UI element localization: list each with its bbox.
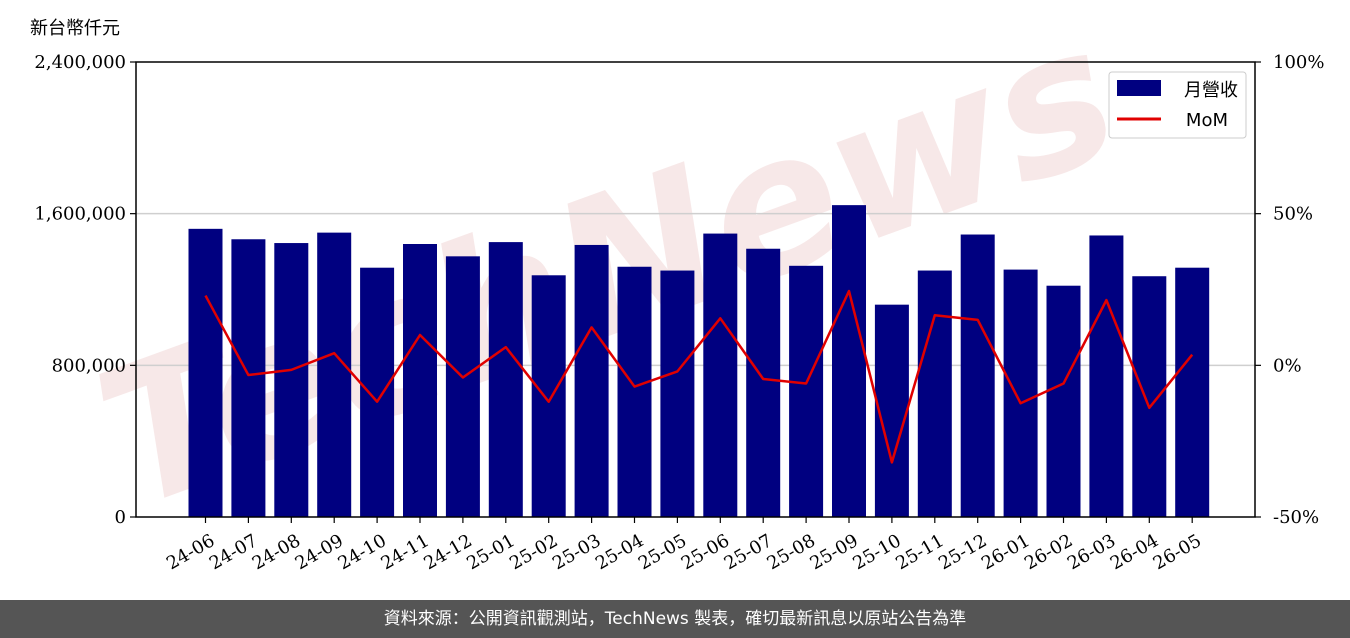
legend-label-revenue: 月營收 [1184, 80, 1238, 101]
x-tick-label: 24-08 [249, 530, 304, 574]
revenue-bar [531, 275, 566, 517]
revenue-bar [746, 248, 781, 518]
x-tick-label: 24-07 [206, 530, 261, 574]
revenue-bar [1003, 269, 1038, 517]
revenue-bar [360, 267, 395, 517]
y-tick-label: 2,400,000 [34, 52, 126, 73]
x-tick-label: 26-04 [1107, 530, 1162, 574]
x-tick-label: 25-10 [849, 530, 904, 574]
revenue-bar [703, 233, 738, 517]
plot-frame [135, 61, 1256, 518]
x-tick-label: 25-04 [592, 530, 647, 574]
revenue-bar [660, 270, 695, 517]
mom-line [204, 289, 1194, 464]
y-tick-label: 1,600,000 [34, 204, 126, 225]
x-tick-label: 25-03 [549, 530, 604, 574]
revenue-bar [960, 234, 995, 518]
revenue-bar [1132, 276, 1167, 517]
revenue-bar [1175, 267, 1210, 517]
x-tick-label: 26-03 [1064, 530, 1119, 574]
x-tick-label: 25-07 [721, 530, 776, 574]
y2-tick-label: 50% [1273, 204, 1313, 225]
x-tick-label: 25-02 [506, 530, 561, 574]
revenue-bar [231, 239, 266, 517]
x-tick-label: 25-01 [463, 530, 518, 574]
x-tick-label: 26-02 [1021, 530, 1076, 574]
x-tick-label: 24-11 [377, 530, 432, 574]
revenue-bar [617, 266, 652, 517]
x-tick-label: 25-11 [892, 530, 947, 574]
revenue-chart: TechNews 0800,0001,600,0002,400,000-50%0… [34, 0, 1324, 574]
x-tick-label: 25-06 [678, 530, 733, 574]
revenue-bar [789, 265, 824, 517]
x-tick-label: 26-05 [1150, 530, 1205, 574]
revenue-bar [317, 232, 352, 517]
revenue-bar [1089, 235, 1124, 517]
revenue-bar [1046, 285, 1081, 517]
footer-text: 資料來源：公開資訊觀測站，TechNews 製表，確切最新訊息以原站公告為準 [383, 609, 967, 629]
y-axis-unit-label: 新台幣仟元 [30, 18, 120, 39]
x-tick-label: 25-12 [935, 530, 990, 574]
revenue-bar [574, 244, 609, 517]
revenue-bar [445, 256, 480, 517]
y-tick-label: 0 [115, 507, 126, 528]
revenue-bar [188, 228, 223, 518]
y2-tick-label: 0% [1273, 355, 1302, 376]
legend-label-mom: MoM [1186, 110, 1228, 131]
revenue-bar [488, 242, 523, 517]
revenue-bar [832, 205, 866, 517]
revenue-bar [403, 244, 437, 517]
source-footer: 資料來源：公開資訊觀測站，TechNews 製表，確切最新訊息以原站公告為準 [0, 600, 1350, 638]
x-tick-label: 24-09 [292, 530, 347, 574]
legend-bar-swatch [1117, 80, 1161, 96]
x-tick-label: 24-12 [420, 530, 475, 574]
revenue-bar [874, 304, 909, 517]
x-tick-label: 25-08 [764, 530, 819, 574]
revenue-bar [274, 243, 309, 518]
x-tick-label: 24-10 [335, 530, 390, 574]
y2-tick-label: -50% [1273, 507, 1319, 528]
y-tick-label: 800,000 [52, 355, 126, 376]
x-tick-label: 25-05 [635, 530, 690, 574]
y2-tick-label: 100% [1273, 52, 1324, 73]
x-tick-label: 26-01 [978, 530, 1033, 574]
x-tick-label: 25-09 [806, 530, 861, 574]
revenue-bar [917, 270, 952, 517]
